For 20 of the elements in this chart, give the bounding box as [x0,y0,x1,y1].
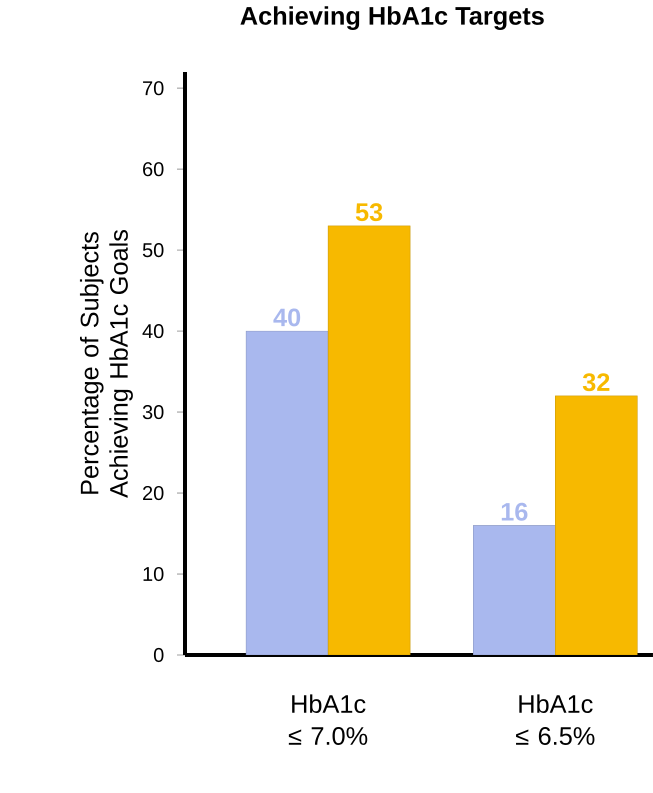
y-tick-label: 30 [142,405,164,420]
bar [555,396,638,655]
data-label: 32 [582,373,610,392]
y-tick-label: 60 [143,162,164,176]
data-label: 53 [356,203,382,222]
bar [328,226,410,655]
chart-title: Achieving HbA1c Targets [240,6,544,30]
y-tick-label: 40 [142,324,164,338]
data-label: 40 [273,308,300,326]
x-tick-label: HbA1c ≤ 6.5% [516,694,594,745]
x-tick-label: HbA1c ≤ 7.0% [288,694,368,745]
y-tick-label: 0 [154,648,164,662]
bar [473,525,556,655]
y-tick-label: 50 [142,243,164,258]
y-axis-title: Percentage of Subjects Achieving HbA1c Goals [80,230,133,498]
y-tick-label: 10 [144,566,164,582]
data-label: 16 [502,502,528,521]
y-tick-label: 20 [143,486,164,500]
bar [246,330,328,655]
y-tick-label: 70 [143,81,164,96]
